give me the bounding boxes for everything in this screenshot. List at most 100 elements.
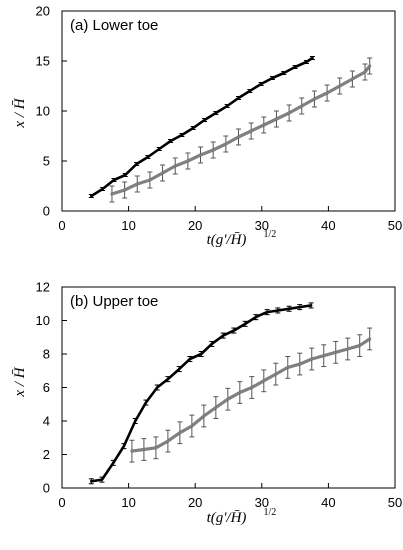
data-point bbox=[310, 357, 313, 361]
data-point bbox=[293, 65, 297, 69]
data-point bbox=[334, 351, 337, 354]
data-point bbox=[192, 126, 195, 130]
x-tick-label: 10 bbox=[121, 218, 135, 233]
data-point bbox=[238, 391, 242, 394]
x-axis-label: t(g'/H̄) bbox=[207, 510, 247, 526]
data-point bbox=[214, 406, 218, 409]
data-point bbox=[199, 352, 203, 356]
x-tick-label: 30 bbox=[255, 218, 269, 233]
data-point bbox=[161, 171, 164, 175]
data-point bbox=[346, 347, 349, 351]
data-point bbox=[305, 60, 308, 64]
data-point bbox=[130, 449, 134, 453]
data-point bbox=[311, 56, 314, 60]
data-point bbox=[146, 155, 150, 159]
series-1 bbox=[88, 302, 314, 485]
data-point bbox=[274, 372, 277, 376]
x-tick-label: 10 bbox=[121, 495, 135, 510]
data-point bbox=[166, 377, 170, 381]
data-point bbox=[178, 431, 182, 434]
data-point bbox=[248, 89, 252, 93]
data-point bbox=[169, 139, 172, 143]
data-point bbox=[174, 164, 177, 168]
x-tick-label: 0 bbox=[58, 218, 65, 233]
y-tick-label: 15 bbox=[36, 54, 50, 69]
chart-panel-lower-toe: 0 10 20 30 40 50 0 5 10 15 20 (a) Lower toe x / H̄ t(… bbox=[12, 4, 402, 249]
y-tick-label: 0 bbox=[43, 204, 50, 219]
x-tick-label: 20 bbox=[188, 218, 202, 233]
series-1 bbox=[88, 56, 315, 198]
data-point bbox=[186, 159, 190, 163]
x-axis-label-exponent: 1/2 bbox=[264, 507, 277, 518]
data-point bbox=[136, 182, 139, 186]
y-axis-label: x / H̄ bbox=[12, 97, 28, 128]
data-point bbox=[90, 480, 93, 483]
data-point bbox=[226, 398, 230, 401]
data-point bbox=[275, 117, 278, 121]
x-tick-label: 50 bbox=[388, 218, 402, 233]
data-point bbox=[276, 309, 279, 312]
y-tick-label: 10 bbox=[36, 104, 50, 119]
x-axis-label-exponent: 1/2 bbox=[264, 229, 277, 240]
data-point bbox=[232, 329, 236, 332]
data-point bbox=[282, 71, 285, 75]
data-point bbox=[287, 111, 291, 115]
x-tick-label: 0 bbox=[58, 495, 65, 510]
data-point bbox=[112, 178, 116, 182]
y-tick-label: 0 bbox=[43, 481, 50, 496]
data-point bbox=[338, 84, 341, 88]
x-axis-label: t(g'/H̄) bbox=[207, 232, 247, 248]
y-axis-label: x / H̄ bbox=[12, 366, 28, 397]
x-tick-label: 50 bbox=[388, 495, 402, 510]
data-point bbox=[358, 344, 361, 347]
data-point bbox=[123, 188, 126, 192]
data-point bbox=[100, 478, 104, 481]
data-point bbox=[287, 307, 291, 310]
data-point bbox=[158, 147, 161, 151]
data-point bbox=[124, 173, 127, 177]
data-point bbox=[210, 342, 214, 346]
data-point bbox=[225, 104, 229, 108]
y-tick-label: 12 bbox=[36, 280, 50, 295]
data-point bbox=[203, 118, 206, 122]
data-point bbox=[134, 419, 137, 423]
series-2 bbox=[109, 57, 373, 203]
data-point bbox=[262, 379, 265, 382]
data-point bbox=[250, 386, 254, 389]
panel-title: (a) Lower toe bbox=[70, 17, 158, 34]
x-tick-label: 30 bbox=[255, 495, 269, 510]
data-point bbox=[262, 123, 265, 127]
data-point bbox=[322, 354, 325, 357]
y-tick-label: 5 bbox=[43, 154, 50, 169]
data-point bbox=[110, 192, 114, 196]
data-point bbox=[325, 91, 329, 95]
data-point bbox=[199, 153, 202, 157]
data-point bbox=[351, 77, 354, 81]
data-point bbox=[112, 461, 115, 465]
chart-panel-upper-toe: 0 10 20 30 40 50 0 2 4 6 8 10 12 (b) Upper toe x / H̄ t… bbox=[12, 280, 402, 527]
data-point bbox=[286, 366, 289, 369]
data-point bbox=[313, 97, 316, 101]
data-point bbox=[224, 142, 228, 146]
data-point bbox=[363, 70, 367, 74]
data-point bbox=[144, 401, 148, 404]
y-tick-label: 10 bbox=[36, 313, 50, 328]
data-point bbox=[368, 64, 371, 68]
series-2 bbox=[129, 327, 373, 463]
data-point bbox=[90, 194, 93, 198]
data-point bbox=[135, 162, 138, 166]
y-tick-label: 4 bbox=[43, 414, 50, 429]
data-point bbox=[178, 367, 181, 371]
data-point bbox=[156, 386, 159, 389]
data-point bbox=[265, 310, 269, 314]
data-point bbox=[211, 148, 215, 152]
panel-title: (b) Upper toe bbox=[70, 293, 158, 310]
data-point bbox=[122, 444, 126, 448]
data-point bbox=[166, 439, 170, 443]
data-point bbox=[298, 362, 301, 366]
data-point bbox=[243, 322, 247, 326]
data-point bbox=[154, 446, 158, 449]
data-point bbox=[202, 414, 206, 418]
data-point bbox=[254, 315, 258, 319]
data-point bbox=[237, 135, 240, 139]
